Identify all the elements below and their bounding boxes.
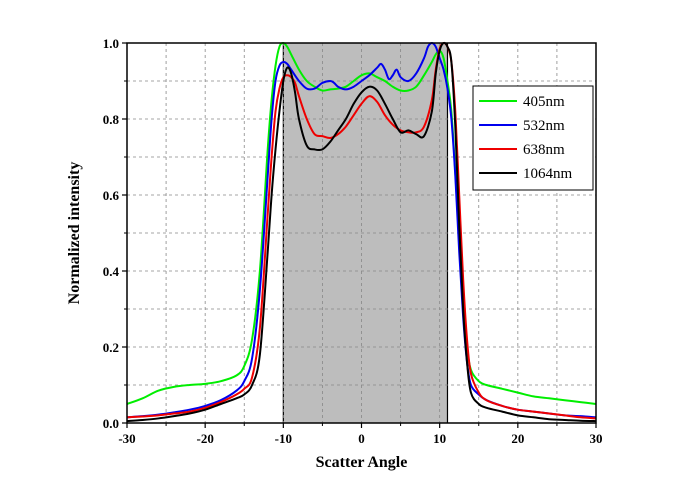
legend-label: 405nm: [523, 94, 565, 110]
legend-label: 1064nm: [523, 166, 573, 182]
y-tick-label: 0.8: [103, 112, 120, 127]
x-axis-title: Scatter Angle: [316, 454, 408, 471]
x-tick-label: -10: [275, 431, 292, 446]
y-tick-label: 0.2: [103, 340, 119, 355]
y-axis-title: Normalized intensity: [66, 162, 83, 305]
series-line-638nm: [126, 41, 597, 420]
y-tick-label: 0.4: [103, 264, 120, 279]
x-tick-label: -20: [196, 431, 213, 446]
legend-label: 638nm: [523, 142, 565, 158]
legend-label: 532nm: [523, 118, 565, 134]
y-tick-label: 1.0: [103, 36, 119, 51]
series-layer: [126, 41, 597, 423]
x-tick-label: 10: [433, 431, 446, 446]
series-line-1064nm: [126, 41, 597, 423]
x-tick-label: 20: [511, 431, 524, 446]
y-tick-label: 0.0: [103, 416, 119, 431]
shaded-region: [283, 43, 448, 423]
x-tick-label: 0: [358, 431, 365, 446]
shaded-region-layer: [282, 43, 449, 423]
y-tick-label: 0.6: [103, 188, 120, 203]
legend: 405nm 532nm 638nm 1064nm: [472, 85, 594, 191]
x-axis-ticks: -30 -20 -10 0 10 20 30: [118, 423, 603, 446]
x-tick-label: -30: [118, 431, 135, 446]
y-axis-ticks: 0.0 0.2 0.4 0.6 0.8 1.0: [103, 36, 127, 431]
x-tick-label: 30: [590, 431, 603, 446]
